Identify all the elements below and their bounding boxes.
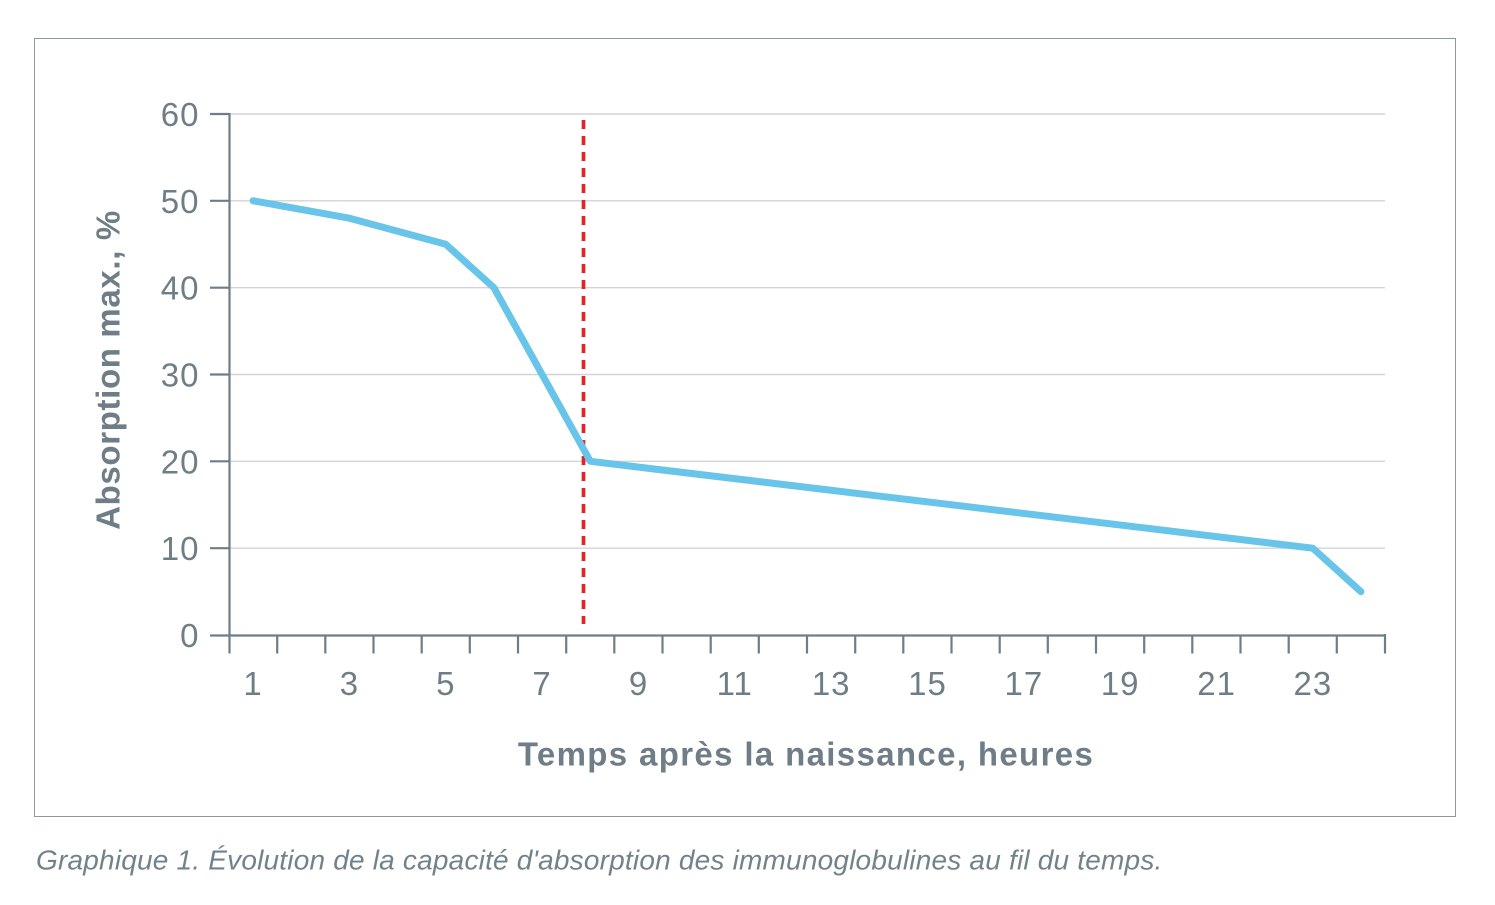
svg-text:20: 20: [161, 443, 200, 480]
svg-text:11: 11: [717, 665, 753, 702]
svg-text:10: 10: [161, 530, 200, 567]
svg-text:Absorption max., %: Absorption max., %: [90, 210, 127, 530]
svg-text:40: 40: [161, 270, 200, 307]
svg-text:7: 7: [532, 665, 551, 702]
svg-text:17: 17: [1005, 665, 1044, 702]
svg-text:0: 0: [180, 617, 199, 654]
svg-text:19: 19: [1101, 665, 1140, 702]
svg-text:5: 5: [436, 665, 455, 702]
svg-text:50: 50: [161, 183, 200, 220]
svg-text:60: 60: [161, 96, 200, 133]
svg-text:23: 23: [1294, 665, 1333, 702]
svg-text:1: 1: [243, 665, 262, 702]
svg-text:30: 30: [161, 357, 200, 394]
svg-text:21: 21: [1197, 665, 1236, 702]
svg-text:15: 15: [908, 665, 947, 702]
svg-text:Temps après la naissance, heur: Temps après la naissance, heures: [518, 736, 1094, 773]
svg-text:3: 3: [340, 665, 359, 702]
svg-text:9: 9: [629, 665, 648, 702]
svg-text:Graphique 1. Évolution de la c: Graphique 1. Évolution de la capacité d'…: [36, 845, 1163, 876]
svg-text:13: 13: [812, 665, 851, 702]
